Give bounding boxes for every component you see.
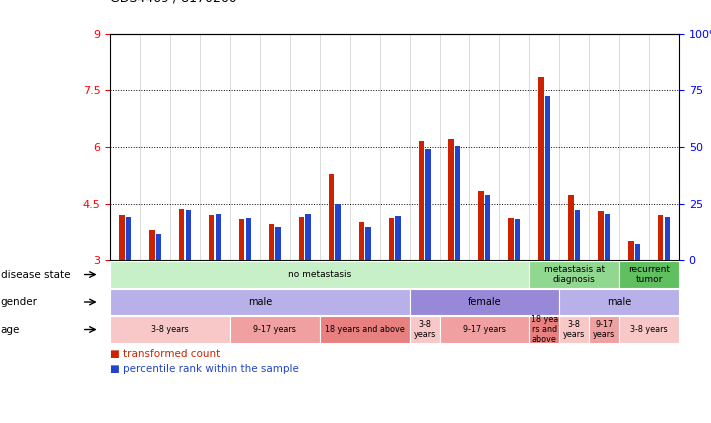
Bar (568, 195, 574, 260)
Text: 3-8
years: 3-8 years (563, 320, 585, 339)
Bar (479, 192, 483, 260)
Text: 18 years and above: 18 years and above (325, 325, 405, 334)
Text: 9-17 years: 9-17 years (463, 325, 506, 334)
Bar (515, 220, 520, 260)
Bar (358, 222, 364, 260)
Bar (455, 146, 461, 260)
Bar (449, 139, 454, 260)
Text: 3-8 years: 3-8 years (151, 325, 189, 334)
Bar (395, 216, 400, 260)
Bar (239, 219, 245, 260)
Text: disease state: disease state (1, 269, 70, 280)
Bar (574, 210, 580, 260)
Bar (628, 241, 634, 260)
Text: gender: gender (1, 297, 38, 307)
Bar (545, 96, 550, 260)
Text: 9-17 years: 9-17 years (253, 325, 296, 334)
Text: 18 yea
rs and
above: 18 yea rs and above (530, 315, 558, 344)
Bar (598, 211, 604, 260)
Bar (299, 217, 304, 260)
Bar (269, 224, 274, 260)
Bar (538, 77, 544, 260)
Bar (275, 227, 281, 260)
Text: 3-8 years: 3-8 years (630, 325, 668, 334)
Bar (126, 217, 131, 260)
Text: male: male (247, 297, 272, 307)
Bar (328, 174, 334, 260)
Bar (658, 215, 663, 260)
Text: ■ transformed count: ■ transformed count (110, 349, 220, 360)
Text: GDS4469 / 8170260: GDS4469 / 8170260 (110, 0, 237, 4)
Bar (365, 227, 370, 260)
Bar (179, 209, 184, 260)
Text: no metastasis: no metastasis (288, 270, 351, 279)
Bar (306, 214, 311, 260)
Bar (186, 210, 191, 260)
Bar (336, 204, 341, 260)
Text: recurrent
tumor: recurrent tumor (628, 265, 670, 284)
Text: 3-8
years: 3-8 years (413, 320, 436, 339)
Text: age: age (1, 324, 20, 335)
Text: female: female (468, 297, 501, 307)
Bar (119, 215, 124, 260)
Bar (425, 149, 431, 260)
Bar (245, 218, 251, 260)
Bar (665, 217, 670, 260)
Bar (149, 230, 154, 260)
Bar (419, 141, 424, 260)
Bar (156, 234, 161, 260)
Bar (215, 214, 221, 260)
Text: 9-17
years: 9-17 years (593, 320, 615, 339)
Bar (635, 244, 640, 260)
Text: male: male (607, 297, 631, 307)
Bar (508, 218, 514, 260)
Bar (209, 215, 215, 260)
Bar (389, 218, 394, 260)
Bar (605, 214, 610, 260)
Text: ■ percentile rank within the sample: ■ percentile rank within the sample (110, 364, 299, 374)
Text: metastasis at
diagnosis: metastasis at diagnosis (544, 265, 605, 284)
Bar (485, 195, 491, 260)
